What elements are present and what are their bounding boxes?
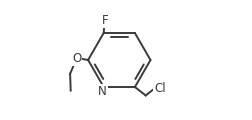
Text: Cl: Cl — [154, 82, 165, 95]
Text: N: N — [98, 85, 106, 98]
Text: F: F — [101, 15, 108, 27]
Text: O: O — [72, 52, 81, 65]
